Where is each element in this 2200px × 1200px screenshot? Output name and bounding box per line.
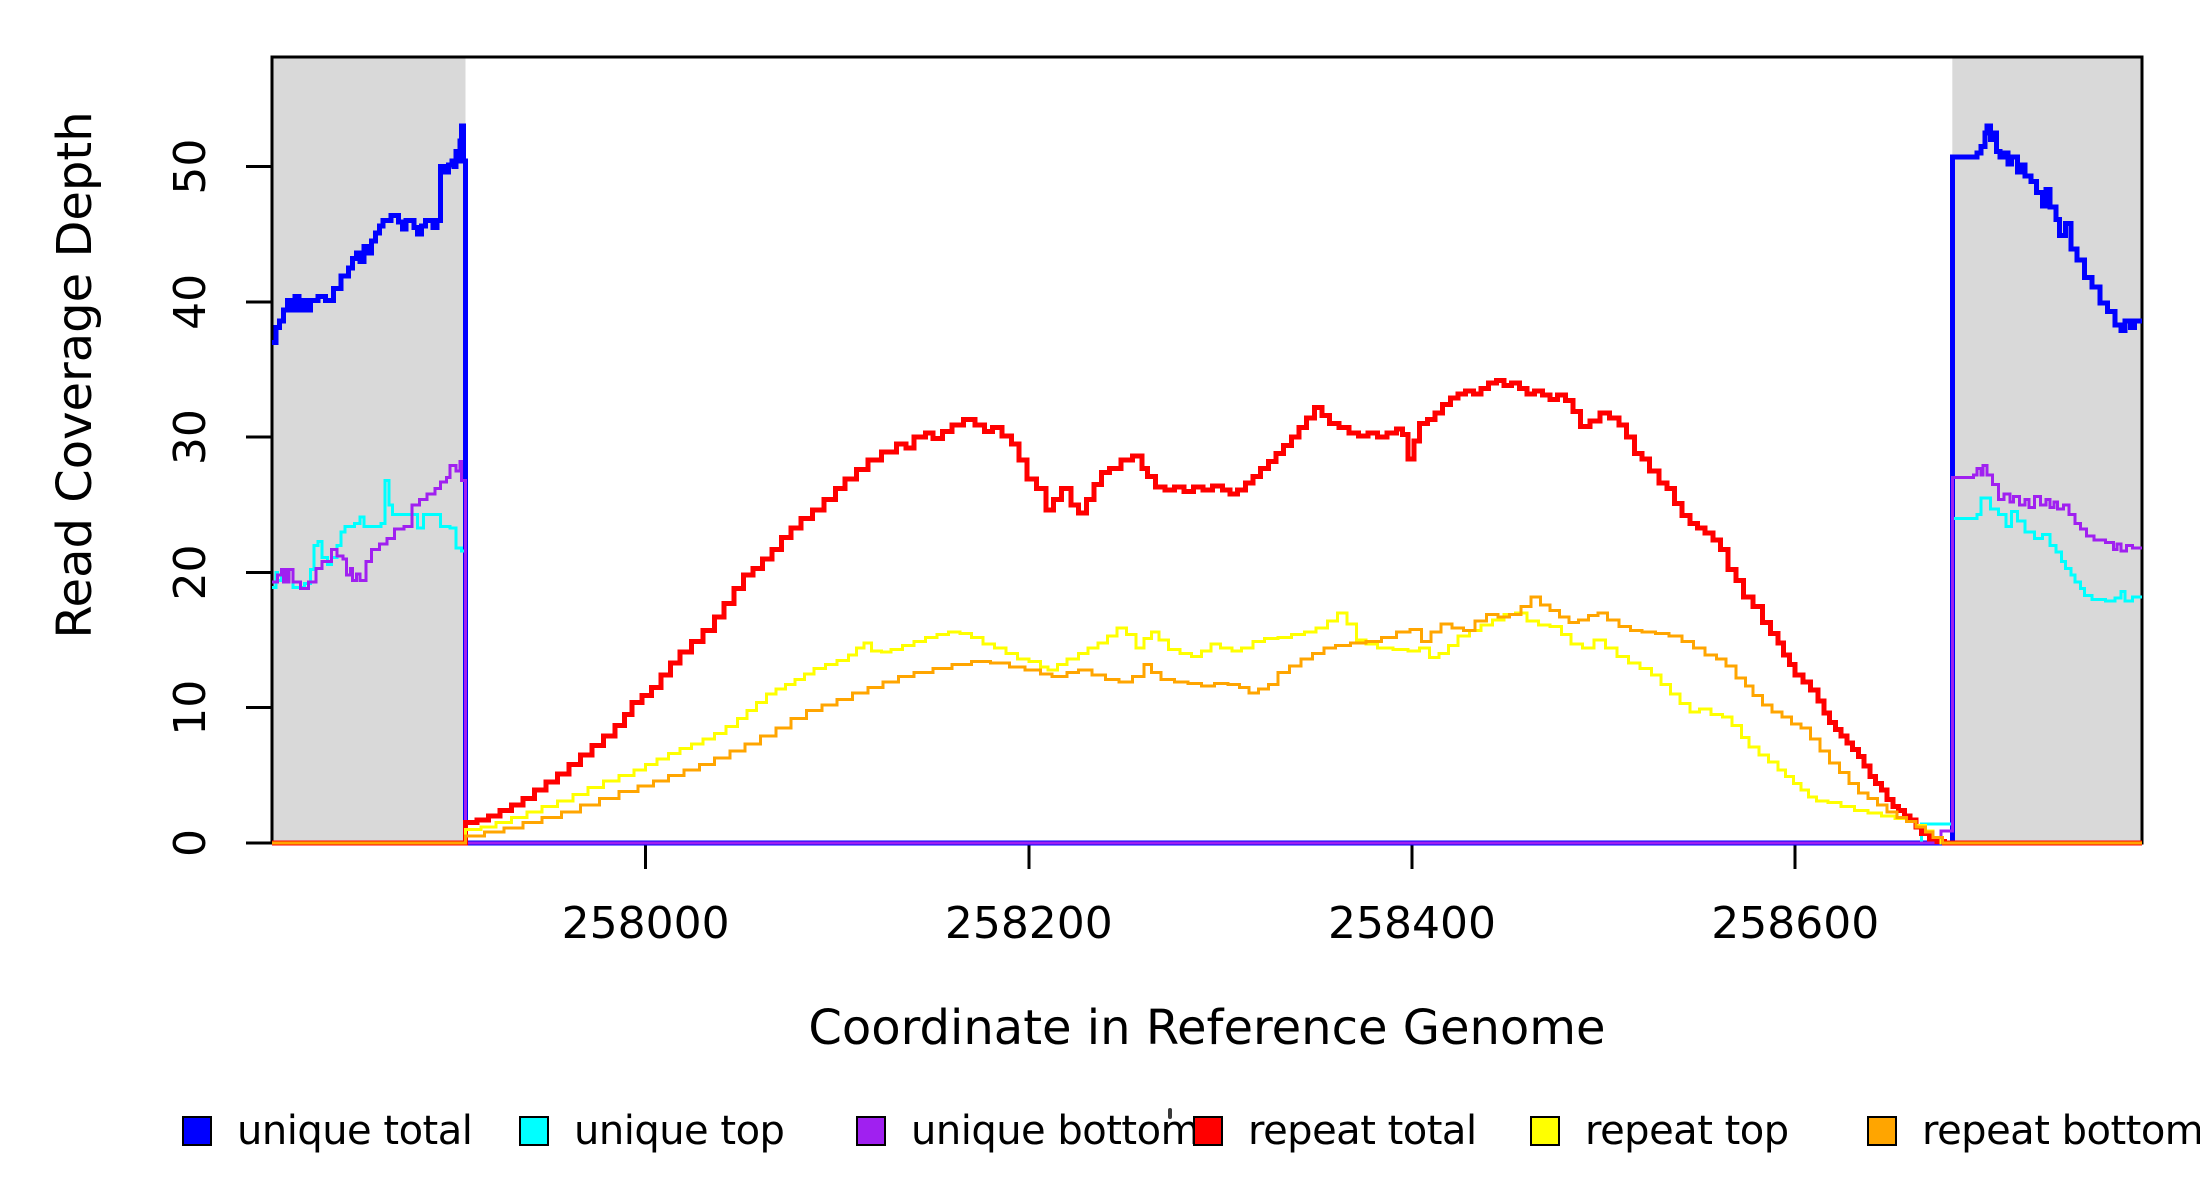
x-tick-label: 258000	[562, 898, 730, 949]
series-line-repeat-total	[272, 377, 2142, 846]
plot-box	[270, 55, 2144, 845]
y-tick-label: 10	[165, 680, 216, 736]
series-line-unique-total	[272, 123, 2142, 846]
unique-region-left	[272, 57, 466, 843]
series-line-repeat-bottom	[272, 595, 2142, 845]
y-tick-label: 0	[165, 829, 216, 857]
x-axis-title: Coordinate in Reference Genome	[808, 1000, 1606, 1056]
series-line-repeat-top	[272, 611, 2142, 845]
y-tick-label: 50	[165, 139, 216, 195]
y-axis-title: Read Coverage Depth	[47, 111, 103, 639]
x-tick-label: 258600	[1711, 898, 1879, 949]
y-tick-label: 40	[165, 274, 216, 330]
x-tick-label: 258400	[1328, 898, 1496, 949]
x-tick-label: 258200	[945, 898, 1113, 949]
y-tick-label: 20	[165, 544, 216, 600]
y-tick-label: 30	[165, 409, 216, 465]
stray-mark	[1168, 1108, 1172, 1119]
series-line-unique-bottom	[272, 459, 2142, 845]
series-line-unique-top	[272, 478, 2142, 845]
unique-region-right	[1952, 57, 2142, 843]
